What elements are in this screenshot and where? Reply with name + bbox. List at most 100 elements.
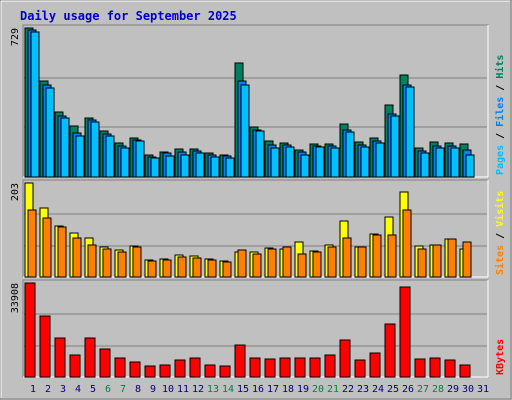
bar-pages-day-23 [360,146,370,178]
bar-sites-day-7 [117,251,127,278]
bar-pages-day-28 [435,147,445,178]
bar-pages-day-21 [330,147,340,178]
x-tick-day-4: 4 [75,384,81,395]
bar-sites-day-4 [72,237,82,278]
legend-visits: Visits [494,191,506,227]
bar-sites-day-18 [282,246,292,278]
x-tick-day-25: 25 [387,384,399,395]
x-tick-day-2: 2 [45,384,51,395]
bar-kbytes-day-16 [249,357,261,378]
max-label-kbytes: 33908 [10,283,21,313]
bar-kbytes-day-6 [99,348,111,378]
bar-sites-day-9 [147,260,157,278]
x-tick-day-6: 6 [105,384,111,395]
x-tick-day-26: 26 [402,384,414,395]
bar-sites-day-28 [432,244,442,278]
x-tick-day-23: 23 [357,384,369,395]
legend-files: Files [494,97,506,127]
legend-hits-files-pages: Pages / Files / Hits [494,55,506,175]
bar-kbytes-day-3 [54,337,66,378]
x-tick-day-19: 19 [297,384,309,395]
x-tick-day-28: 28 [432,384,444,395]
bar-pages-day-22 [345,131,355,178]
bar-pages-day-15 [240,84,250,178]
bar-sites-day-26 [402,209,412,278]
legend-kbytes-group: KBytes [495,339,506,375]
bar-kbytes-day-24 [369,352,381,378]
x-tick-day-14: 14 [222,384,234,395]
bar-pages-day-3 [60,117,70,178]
x-tick-day-9: 9 [150,384,156,395]
bar-pages-day-20 [315,146,325,178]
bar-pages-day-29 [450,147,460,178]
bar-pages-day-8 [135,140,145,178]
bar-sites-day-15 [237,249,247,278]
bar-pages-day-27 [420,152,430,178]
bar-sites-day-2 [42,217,52,278]
x-tick-day-27: 27 [417,384,429,395]
x-tick-day-16: 16 [252,384,264,395]
bar-kbytes-day-28 [429,357,441,378]
x-tick-day-30: 30 [462,384,474,395]
bar-kbytes-day-13 [204,364,216,378]
x-tick-day-5: 5 [90,384,96,395]
bar-pages-day-18 [285,146,295,178]
bar-kbytes-day-5 [84,337,96,378]
bar-pages-day-1 [30,31,40,178]
bar-kbytes-day-17 [264,358,276,378]
bar-kbytes-day-15 [234,344,246,378]
bar-pages-day-9 [150,157,160,178]
max-label-visits: 203 [10,183,21,201]
bar-sites-day-11 [177,256,187,278]
x-axis-labels: 1 2 3 4 5 6 7 8 9 10 11 12 13 14 15 16 17 18 19 20 21 22 23 24 2… [30,384,489,395]
x-tick-day-11: 11 [177,384,189,395]
x-tick-day-29: 29 [447,384,459,395]
chart-title: Daily usage for September 2025 [20,9,237,23]
bar-sites-day-10 [162,259,172,278]
bar-kbytes-day-1 [24,282,36,378]
bar-kbytes-day-2 [39,315,51,378]
x-tick-day-10: 10 [162,384,174,395]
bar-kbytes-day-30 [459,364,471,378]
x-tick-day-24: 24 [372,384,384,395]
bar-pages-day-2 [45,87,55,178]
bar-kbytes-day-4 [69,354,81,378]
legend-hits: Hits [494,55,506,79]
bar-pages-day-7 [120,147,130,178]
legend-sites: Sites [494,245,506,275]
bar-kbytes-day-14 [219,365,231,378]
bar-pages-day-5 [90,121,100,178]
bar-pages-day-30 [465,154,475,178]
bar-pages-day-19 [300,154,310,178]
bar-sites-day-14 [222,261,232,278]
bar-sites-day-6 [102,248,112,278]
bar-sites-day-21 [327,246,337,278]
bar-kbytes-day-21 [324,354,336,378]
bar-kbytes-day-7 [114,357,126,378]
bar-sites-day-1 [27,209,37,278]
bar-sites-day-13 [207,259,217,278]
legend-separator-2: / [495,79,506,97]
bar-pages-day-6 [105,135,115,178]
bar-kbytes-day-11 [174,359,186,378]
bar-sites-day-23 [357,246,367,278]
bar-kbytes-day-20 [309,357,321,378]
bar-sites-day-30 [462,241,472,278]
x-tick-day-3: 3 [60,384,66,395]
bar-sites-day-8 [132,246,142,278]
bar-kbytes-day-25 [384,323,396,378]
bars [24,27,475,378]
bar-kbytes-day-19 [294,357,306,378]
bar-pages-day-11 [180,154,190,178]
bar-sites-day-22 [342,237,352,278]
x-tick-day-31: 31 [477,384,489,395]
x-tick-day-8: 8 [135,384,141,395]
bar-sites-day-27 [417,248,427,278]
x-tick-day-7: 7 [120,384,126,395]
bar-kbytes-day-18 [279,357,291,378]
legend-separator-3: / [495,227,506,245]
legend-separator-1: / [495,127,506,145]
bar-sites-day-25 [387,234,397,278]
